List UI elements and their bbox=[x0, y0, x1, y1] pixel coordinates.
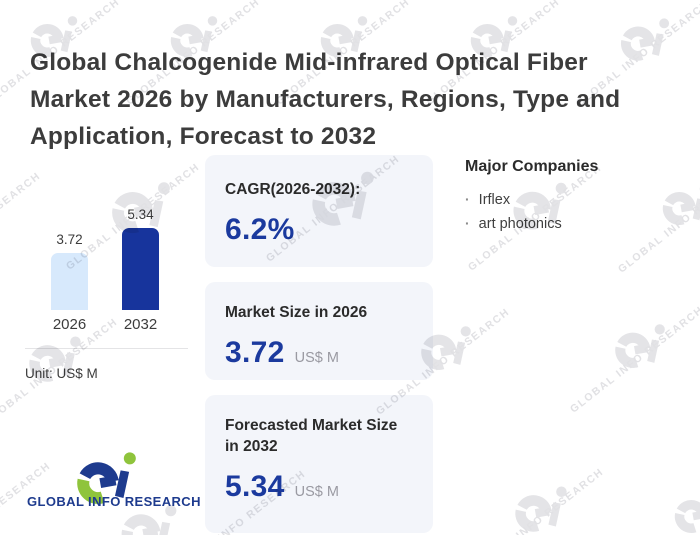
bar-2032 bbox=[122, 228, 159, 310]
company-name: art photonics bbox=[478, 216, 562, 232]
bar-value-label-2032: 5.34 bbox=[127, 207, 154, 222]
company-list: · Irflex · art photonics bbox=[465, 191, 675, 232]
market-size-2026-value: 3.72 bbox=[225, 336, 285, 369]
bar-column-2032: 5.34 bbox=[122, 207, 159, 310]
bar-value-label-2026: 3.72 bbox=[56, 232, 83, 247]
market-size-2026-label: Market Size in 2026 bbox=[225, 304, 368, 321]
list-item: · Irflex bbox=[465, 191, 675, 208]
forecast-size-2032-card: Forecasted Market Size in 2032 5.34 US$ … bbox=[205, 395, 433, 533]
chart-x-axis-labels: 2026 2032 bbox=[51, 316, 159, 333]
bar-2026 bbox=[51, 253, 88, 310]
chart-divider-line bbox=[25, 348, 188, 349]
chart-unit-note: Unit: US$ M bbox=[25, 366, 98, 381]
company-name: Irflex bbox=[478, 192, 511, 208]
major-companies-section: Major Companies · Irflex · art photonics bbox=[465, 158, 675, 239]
watermark-text: GLOBAL INFO RESEARCH bbox=[468, 465, 607, 535]
watermark-text: GLOBAL INFO RESEARCH bbox=[0, 169, 44, 282]
x-tick-2026: 2026 bbox=[52, 316, 87, 333]
bar-column-2026: 3.72 bbox=[51, 232, 88, 310]
bullet-icon: · bbox=[465, 215, 470, 231]
forecast-size-2032-label: Forecasted Market Size in 2032 bbox=[225, 417, 398, 455]
market-size-2026-card: Market Size in 2026 3.72 US$ M bbox=[205, 282, 433, 380]
x-tick-2032: 2032 bbox=[123, 316, 158, 333]
forecast-size-2032-unit: US$ M bbox=[294, 484, 339, 500]
global-info-research-logo-text: GLOBAL INFO RESEARCH bbox=[27, 494, 201, 509]
major-companies-heading: Major Companies bbox=[465, 158, 599, 175]
market-size-bar-chart: 3.72 5.34 2026 2032 bbox=[51, 207, 159, 333]
bullet-icon: · bbox=[465, 191, 470, 207]
forecast-size-2032-value: 5.34 bbox=[225, 470, 285, 503]
watermark-gi-icon bbox=[510, 480, 572, 535]
cagr-card: CAGR(2026-2032): 6.2% bbox=[205, 155, 433, 267]
market-size-2026-unit: US$ M bbox=[294, 350, 339, 366]
list-item: · art photonics bbox=[465, 215, 675, 232]
watermark-text: GLOBAL INFO RESEARCH bbox=[568, 303, 700, 416]
cagr-card-label: CAGR(2026-2032): bbox=[225, 181, 361, 198]
page-title: Global Chalcogenide Mid-infrared Optical… bbox=[30, 49, 621, 151]
watermark-gi-icon bbox=[610, 318, 670, 373]
chart-bars: 3.72 5.34 bbox=[51, 207, 159, 310]
cagr-card-value: 6.2% bbox=[225, 213, 295, 246]
watermark-gi-icon bbox=[670, 486, 700, 535]
